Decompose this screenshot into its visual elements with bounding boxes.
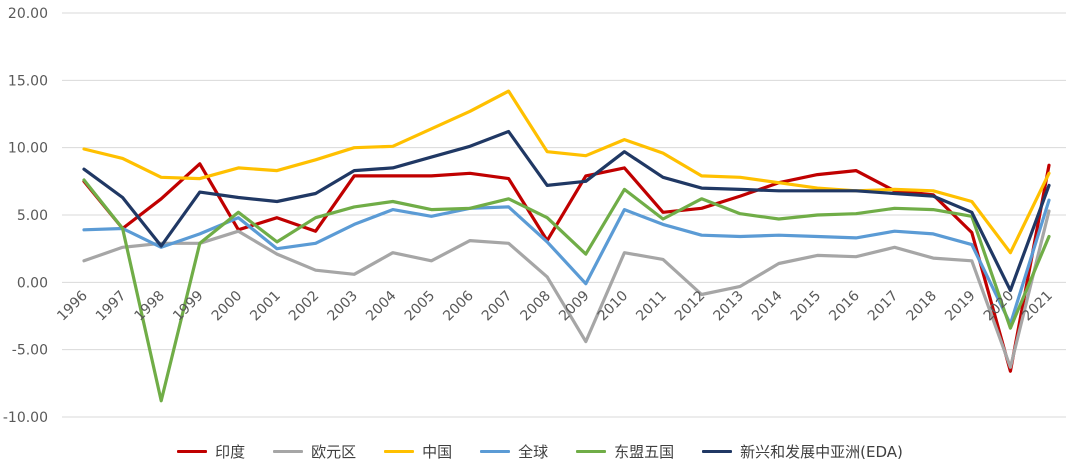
x-tick-label: 2000 [209, 288, 246, 325]
y-tick-label: 20.00 [8, 6, 48, 22]
x-tick-label: 2003 [325, 288, 362, 325]
legend-label: 印度 [215, 442, 246, 461]
x-tick-label: 2019 [942, 288, 979, 325]
y-tick-label: 5.00 [17, 208, 48, 224]
legend-item: 东盟五国 [576, 441, 674, 462]
legend-item: 欧元区 [273, 441, 356, 462]
x-tick-label: 2001 [247, 288, 284, 325]
x-tick-label: 2005 [402, 288, 439, 325]
series-line-4 [82, 178, 1051, 403]
series-line-2 [82, 89, 1051, 255]
x-tick-label: 2006 [440, 288, 477, 325]
y-tick-label: 15.00 [8, 73, 48, 89]
series-line-1 [82, 209, 1051, 369]
x-tick-label: 2016 [826, 288, 863, 325]
legend-swatch [480, 449, 511, 453]
legend-label: 欧元区 [311, 442, 357, 461]
x-tick-label: 2008 [518, 288, 555, 325]
legend-label: 东盟五国 [614, 442, 675, 461]
y-tick-label: 10.00 [8, 141, 48, 157]
x-tick-label: 2015 [788, 288, 825, 325]
legend-label: 全球 [518, 442, 549, 461]
legend-swatch [273, 449, 304, 453]
y-tick-label: -5.00 [12, 343, 48, 359]
x-tick-label: 1996 [54, 288, 91, 325]
x-tick-label: 2002 [286, 288, 323, 325]
legend-swatch [177, 449, 208, 453]
y-tick-label: -10.00 [3, 410, 48, 426]
x-tick-label: 2014 [749, 288, 786, 325]
legend-swatch [384, 449, 415, 453]
legend-swatch [576, 449, 607, 453]
legend-item: 中国 [384, 441, 452, 462]
line-chart: -10.00 -5.00 0.00 5.00 10.00 15.00 20.00 1996 19… [3, 6, 1066, 426]
legend-item: 新兴和发展中亚洲(EDA) [702, 441, 903, 462]
y-tick-label: 0.00 [17, 275, 48, 291]
x-tick-label: 2011 [633, 288, 670, 325]
legend-item: 全球 [480, 441, 548, 462]
x-tick-label: 2018 [904, 288, 941, 325]
x-tick-label: 2017 [865, 288, 902, 325]
legend: 印度 欧元区 中国 全球 东盟五国 新兴和发展中亚洲(EDA) [0, 436, 1080, 466]
series-line-0 [82, 162, 1051, 373]
x-tick-label: 1997 [93, 288, 130, 325]
x-tick-label: 2009 [556, 288, 593, 325]
x-tick-label: 2007 [479, 288, 516, 325]
legend-swatch [702, 449, 733, 453]
series-line-3 [82, 198, 1051, 326]
legend-label: 新兴和发展中亚洲(EDA) [740, 442, 903, 461]
series-line-5 [82, 129, 1051, 292]
legend-item: 印度 [177, 441, 245, 462]
x-tick-label: 2013 [711, 288, 748, 325]
x-tick-label: 2004 [363, 288, 400, 325]
legend-label: 中国 [422, 442, 453, 461]
